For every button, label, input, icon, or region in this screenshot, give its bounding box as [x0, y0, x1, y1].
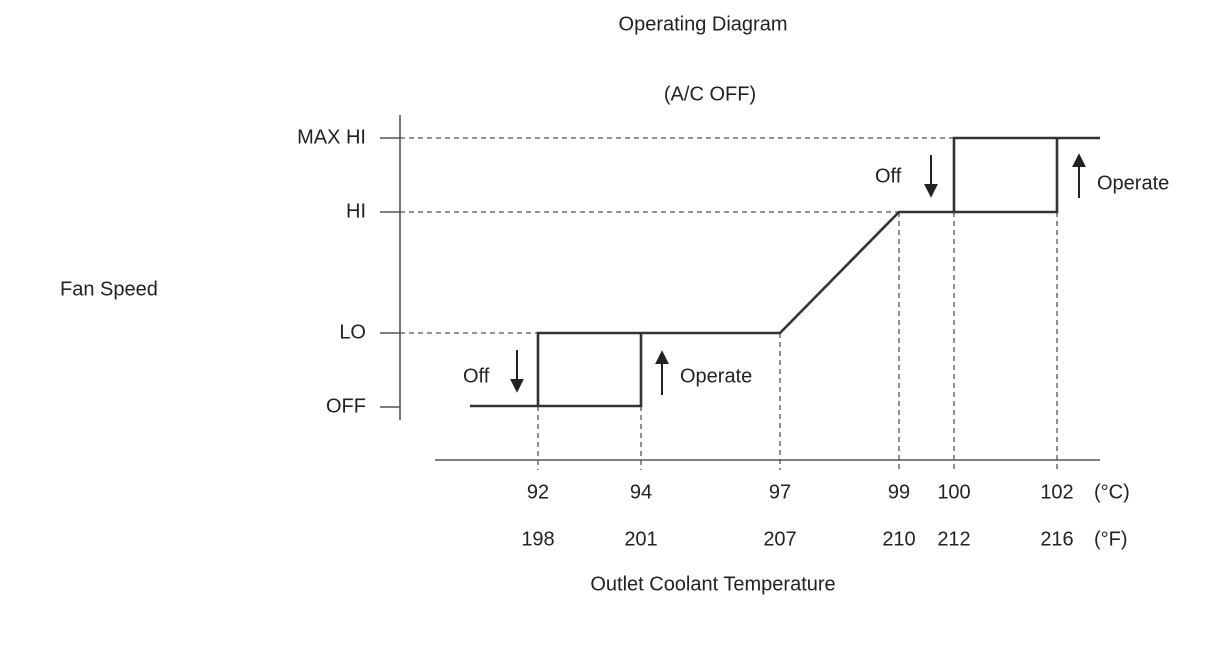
celsius-tick: 99	[888, 481, 910, 503]
fahrenheit-tick: 212	[937, 528, 970, 550]
fan-curve	[470, 136, 1100, 408]
celsius-tick: 100	[937, 481, 970, 503]
subtitle: (A/C OFF)	[664, 83, 756, 105]
level-label: OFF	[326, 395, 366, 417]
fahrenheit-tick: 201	[624, 528, 657, 550]
celsius-tick: 94	[630, 481, 652, 503]
arrows	[510, 153, 1086, 395]
fahrenheit-tick: 198	[521, 528, 554, 550]
unit-label: (°C)	[1094, 481, 1130, 503]
annotation: Off	[875, 165, 902, 187]
annotation: Operate	[1097, 172, 1169, 194]
unit-label: (°F)	[1094, 528, 1128, 550]
fahrenheit-tick: 207	[763, 528, 796, 550]
x-axis-label: Outlet Coolant Temperature	[590, 573, 835, 595]
annotation: Off	[463, 365, 490, 387]
celsius-tick: 97	[769, 481, 791, 503]
annotation: Operate	[680, 365, 752, 387]
level-label: LO	[339, 321, 366, 343]
y-axis-label: Fan Speed	[60, 278, 158, 300]
level-label: HI	[346, 200, 366, 222]
fahrenheit-tick: 216	[1040, 528, 1073, 550]
fahrenheit-tick: 210	[882, 528, 915, 550]
celsius-tick: 102	[1040, 481, 1073, 503]
level-label: MAX HI	[297, 126, 366, 148]
guides	[399, 115, 1100, 470]
celsius-tick: 92	[527, 481, 549, 503]
title: Operating Diagram	[619, 13, 788, 35]
